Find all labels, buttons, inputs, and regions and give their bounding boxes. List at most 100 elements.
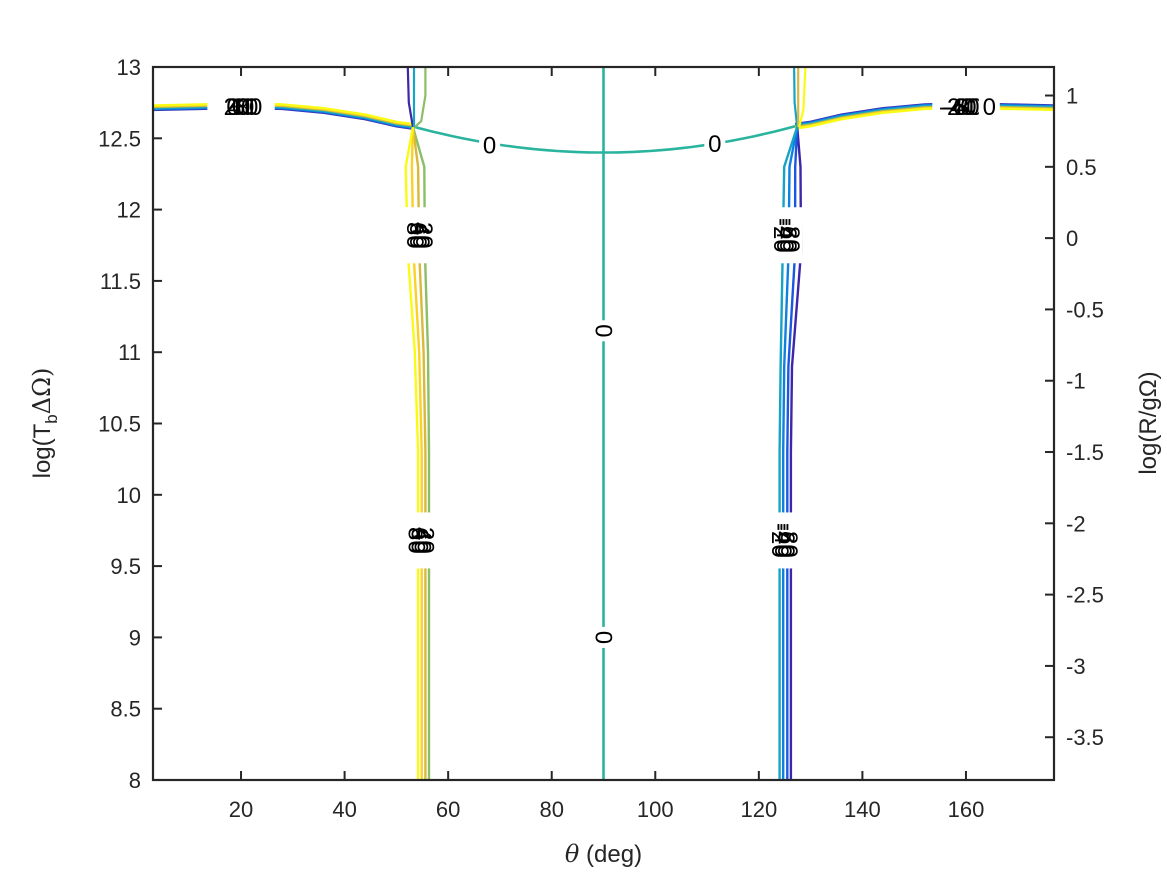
y-tick-label: 12 [117,198,141,223]
y-left-label-post: ΔΩ) [28,368,56,415]
contour-label-cluster-vertical: -60 [772,523,799,558]
y-tick-label: 10.5 [98,412,141,437]
contour-label-cluster-right: -80 [948,94,983,121]
contour-label-group: 0 [479,130,501,161]
x-axis-label: θ (deg) [565,840,642,868]
contour-line-left-spike [414,67,427,128]
contour-label-group: 0 [978,91,1000,122]
contour-label-cluster-left: 60 [232,94,259,121]
contour-line-right-vertical [778,126,799,780]
contour-label-cluster-left: 0 [226,94,239,121]
contour-label-cluster-vertical: 80 [401,222,428,249]
contour-label-cluster-vertical: 80 [403,527,430,554]
x-axis-label-unit: (deg) [579,841,642,868]
contour-label-cluster-left: 40 [228,94,255,121]
x-tick-label: 40 [332,797,356,822]
contour-label-cluster-vertical: -20 [766,523,793,558]
contour-line-left-vertical [410,126,423,780]
contour-label-cluster-vertical: 40 [407,222,434,249]
y-tick-label: 12.5 [98,126,141,151]
contour-label-group: 0 [588,626,619,648]
y-right-tick-label: -1 [1066,369,1086,394]
y-right-tick-label: -2.5 [1066,583,1104,608]
contour-label-bg [978,91,1000,122]
contour-line-right-vertical [789,126,803,780]
y-tick-label: 11 [118,340,141,365]
y-tick-label: 10 [117,483,141,508]
contour-label-cluster-vertical: -40 [771,218,798,253]
y-right-tick-label: -2 [1066,511,1086,536]
contour-label-bg [479,130,501,161]
contour-label: 0 [983,94,996,121]
contour-label-bg [704,129,726,159]
y-tick-label: 9 [129,625,141,650]
contour-line-top-left [153,102,413,126]
contour-label-cluster-vertical: 20 [412,527,439,554]
contour-line-left-vertical [411,126,427,780]
y-tick-label: 11.5 [100,269,141,294]
x-tick-label: 160 [948,797,985,822]
contour-label: 0 [590,324,617,337]
y-right-tick-label: -3 [1066,654,1086,679]
contour-label-bg [403,207,436,264]
contour-label-cluster-vertical: 60 [406,527,433,554]
contour-label-group: 0 [704,129,726,159]
x-tick-label: 60 [436,797,460,822]
contour-label-cluster-vertical: -20 [768,218,795,253]
y-right-tick-label: -0.5 [1066,297,1104,322]
contour-label-bg [588,626,619,648]
x-tick-label: 20 [229,797,253,822]
contour-label-cluster-vertical: -40 [769,523,796,558]
y-right-tick-label: -1.5 [1066,440,1104,465]
contour-label-group: 0 [588,320,619,342]
y-tick-label: 13 [117,55,141,80]
contour-label-cluster-vertical: 20 [410,222,437,249]
contour-label-bg [770,207,803,264]
axis-ticks: 20 40 60 80 100 120 140 16088.599.51010.51111.5… [98,55,1104,822]
y-tick-label: 8.5 [110,697,141,722]
contour-label-cluster-right: -60 [945,94,980,121]
x-tick-label: 100 [637,797,674,822]
contour-label: 0 [708,131,721,158]
contour-line-left-spike [406,67,414,128]
contour-line-left-vertical [404,126,420,780]
contour-label-cluster-left: 20 [224,94,251,121]
y-right-tick-label: -3.5 [1066,725,1104,750]
contour-label: 0 [590,631,617,644]
contour-line-right-vertical [786,126,799,780]
contour-label: 0 [483,132,496,159]
contour-label-cluster-vertical: -60 [774,218,801,253]
contour-label-cluster-vertical: -80 [777,218,804,253]
contour-label-bg [207,91,275,120]
y-left-label-pre: log(T [29,423,56,478]
contour-label-cluster-vertical: 40 [409,527,436,554]
x-tick-label: 140 [844,797,881,822]
contour-label-cluster-right: -40 [942,94,977,121]
y-tick-label: 8 [129,768,141,793]
contour-label-cluster-right: -20 [939,94,974,121]
x-axis-label-symbol: θ [565,840,580,868]
contour-label-bg [405,512,438,569]
contour-label-cluster-left: 80 [236,94,263,121]
contour-line-right-spike [793,67,799,128]
contour-label-cluster-vertical: -80 [775,523,802,558]
contour-label-bg [768,512,801,569]
y-right-tick-label: 1 [1066,84,1078,109]
y-axis-label-right: log(R/gΩ) [1135,371,1162,474]
contour-lines [153,67,1054,780]
contour-line-right-spike [798,67,807,128]
x-tick-label: 120 [740,797,777,822]
contour-label-bg [588,320,619,342]
y-tick-label: 9.5 [110,554,141,579]
y-left-label-sub: b [42,414,61,423]
y-right-tick-label: 0.5 [1066,155,1097,180]
y-axis-label-left: log(TbΔΩ) [28,368,61,479]
contour-line-left-vertical [411,126,431,780]
y-right-tick-label: 0 [1066,226,1078,251]
x-tick-label: 80 [539,797,563,822]
contour-line-right-vertical [782,126,799,780]
contour-label-cluster-vertical: 60 [404,222,431,249]
contour-line-top-right [794,106,1054,130]
